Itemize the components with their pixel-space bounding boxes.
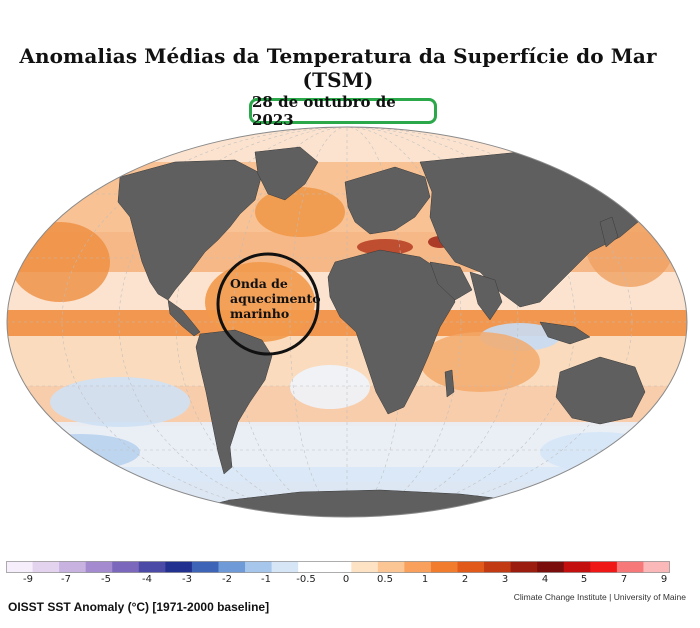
colorbar-swatch	[537, 561, 565, 573]
colorbar-tick-label: 3	[501, 574, 509, 585]
colorbar-swatch	[457, 561, 485, 573]
colorbar-tick-label: 4	[541, 574, 549, 585]
globe-outline	[6, 126, 688, 518]
colorbar-tick-label: 0.5	[377, 574, 393, 585]
colorbar-swatch	[112, 561, 140, 573]
annotation-line: Onda de	[230, 276, 288, 291]
colorbar-swatch	[32, 561, 60, 573]
colorbar-tick-label: -3	[182, 574, 192, 585]
colorbar-swatch	[430, 561, 459, 573]
colorbar-swatch	[165, 561, 193, 573]
land-central-america	[167, 299, 201, 337]
annotation-line: marinho	[230, 306, 290, 321]
colorbar-swatch	[351, 561, 379, 573]
date-badge: 28 de outubro de 2023	[249, 93, 437, 129]
land-south-america	[195, 329, 273, 475]
credit-label: Climate Change Institute | University of…	[513, 592, 686, 602]
land-madagascar	[444, 369, 455, 398]
marine-heatwave-label: Onda de aquecimento marinho	[230, 276, 322, 321]
colorbar-swatch	[616, 561, 644, 573]
sst-anomaly-map	[6, 126, 688, 518]
colorbar-ticks: -9 -7 -5 -4 -3 -2 -1 -0.5 0 0.5 1 2 3 4 …	[0, 574, 700, 588]
colorbar-tick-label: 1	[421, 574, 429, 585]
marine-heatwave-circle	[216, 252, 320, 356]
colorbar-tick-label: -1	[261, 574, 271, 585]
land-arabia	[429, 261, 473, 301]
colorbar-swatch	[85, 561, 113, 573]
map-title: Anomalias Médias da Temperatura da Super…	[19, 44, 657, 92]
colorbar-swatch	[324, 561, 352, 573]
colorbar-swatch	[298, 561, 326, 573]
colorbar-swatch	[484, 561, 512, 573]
colorbar-tick-label: 2	[461, 574, 469, 585]
colorbar-tick-label: 9	[660, 574, 668, 585]
colorbar-tick-label: -2	[222, 574, 232, 585]
colorbar-swatch	[218, 561, 246, 573]
colorbar-swatch	[563, 561, 591, 573]
colorbar-border	[6, 561, 670, 573]
colorbar-tick-label: -0.5	[296, 574, 316, 585]
land-japan	[599, 216, 619, 248]
colorbar-tick-label: -9	[23, 574, 33, 585]
colorbar-tick-label: -7	[61, 574, 71, 585]
land-australia	[555, 356, 646, 425]
data-source-caption: OISST SST Anomaly (°C) [1971-2000 baseli…	[8, 600, 270, 614]
land-india	[469, 271, 503, 321]
land-se-asia-islands	[539, 321, 591, 345]
colorbar-swatch	[404, 561, 432, 573]
colorbar-tick-label: 7	[620, 574, 628, 585]
colorbar-swatch	[245, 561, 273, 573]
land-greenland	[254, 146, 319, 201]
colorbar-swatch	[6, 561, 34, 573]
colorbar-swatch	[590, 561, 618, 573]
colorbar-swatch	[138, 561, 166, 573]
colorbar-swatch	[191, 561, 219, 573]
colorbar-tick-label: -4	[142, 574, 152, 585]
colorbar-tick-label: -5	[101, 574, 111, 585]
annotation-line: aquecimento	[230, 291, 321, 306]
colorbar-tick-label: 5	[580, 574, 588, 585]
colorbar-tick-label: 0	[342, 574, 350, 585]
land-new-zealand	[661, 416, 675, 445]
colorbar-swatch	[271, 561, 299, 573]
land-europe	[344, 166, 431, 235]
anomaly-colorbar	[6, 561, 670, 573]
colorbar-swatch	[510, 561, 538, 573]
colorbar-swatch	[643, 561, 670, 573]
colorbar-swatch	[377, 561, 405, 573]
colorbar-swatch	[59, 561, 87, 573]
